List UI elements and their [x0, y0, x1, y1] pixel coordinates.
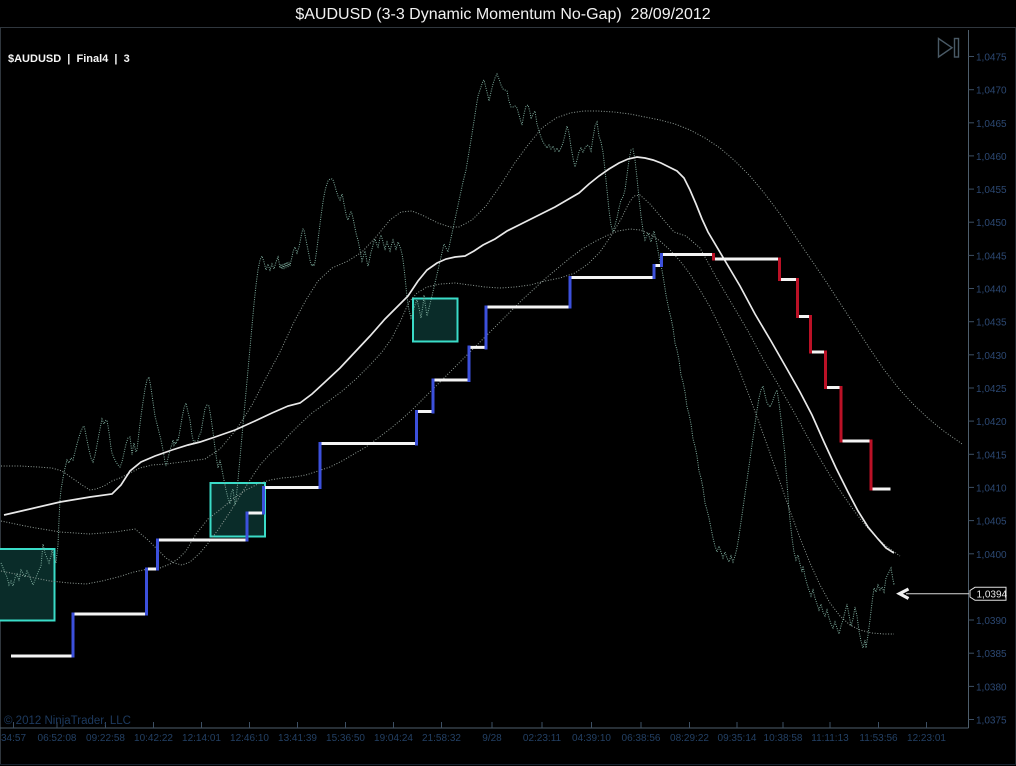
svg-text:13:41:39: 13:41:39	[278, 733, 317, 744]
svg-text:09:22:58: 09:22:58	[86, 733, 125, 744]
svg-text:10:42:22: 10:42:22	[134, 733, 173, 744]
svg-text:1,0465: 1,0465	[976, 119, 1007, 130]
svg-text:1,0470: 1,0470	[976, 86, 1007, 97]
svg-text:1,0445: 1,0445	[976, 251, 1007, 262]
svg-text:15:36:50: 15:36:50	[326, 733, 365, 744]
svg-text:12:23:01: 12:23:01	[907, 733, 946, 744]
svg-text:1,0455: 1,0455	[976, 185, 1007, 196]
svg-text:34:57: 34:57	[1, 733, 26, 744]
svg-text:19:04:24: 19:04:24	[374, 733, 413, 744]
svg-text:08:29:22: 08:29:22	[670, 733, 709, 744]
svg-text:06:38:56: 06:38:56	[622, 733, 661, 744]
svg-text:21:58:32: 21:58:32	[422, 733, 461, 744]
svg-text:1,0380: 1,0380	[976, 682, 1007, 693]
svg-text:$AUDUSD (3-3 Dynamic Momentum: $AUDUSD (3-3 Dynamic Momentum No-Gap) 28…	[295, 6, 710, 23]
svg-text:9/28: 9/28	[482, 733, 502, 744]
svg-text:11:53:56: 11:53:56	[859, 733, 898, 744]
svg-text:1,0405: 1,0405	[976, 517, 1007, 528]
svg-text:1,0440: 1,0440	[976, 285, 1007, 296]
svg-text:1,0450: 1,0450	[976, 218, 1007, 229]
svg-text:© 2012 NinjaTrader, LLC: © 2012 NinjaTrader, LLC	[4, 715, 131, 727]
svg-text:1,0410: 1,0410	[976, 483, 1007, 494]
svg-text:1,0430: 1,0430	[976, 351, 1007, 362]
svg-text:1,0385: 1,0385	[976, 649, 1007, 660]
svg-text:1,0460: 1,0460	[976, 152, 1007, 163]
svg-text:1,0400: 1,0400	[976, 550, 1007, 561]
svg-text:12:14:01: 12:14:01	[182, 733, 221, 744]
svg-text:1,0375: 1,0375	[976, 716, 1007, 727]
svg-text:1,0394: 1,0394	[977, 590, 1008, 601]
svg-text:$AUDUSD | Final4 | 3: $AUDUSD | Final4 | 3	[8, 53, 130, 65]
svg-text:06:52:08: 06:52:08	[38, 733, 77, 744]
svg-text:10:38:58: 10:38:58	[764, 733, 803, 744]
svg-text:1,0435: 1,0435	[976, 318, 1007, 329]
svg-text:04:39:10: 04:39:10	[572, 733, 611, 744]
svg-text:02:23:11: 02:23:11	[523, 733, 562, 744]
svg-text:12:46:10: 12:46:10	[230, 733, 269, 744]
svg-text:1,0415: 1,0415	[976, 450, 1007, 461]
svg-text:1,0390: 1,0390	[976, 616, 1007, 627]
svg-text:1,0475: 1,0475	[976, 53, 1007, 64]
svg-text:09:35:14: 09:35:14	[718, 733, 757, 744]
svg-text:1,0420: 1,0420	[976, 417, 1007, 428]
svg-text:11:11:13: 11:11:13	[811, 733, 849, 744]
svg-text:1,0425: 1,0425	[976, 384, 1007, 395]
